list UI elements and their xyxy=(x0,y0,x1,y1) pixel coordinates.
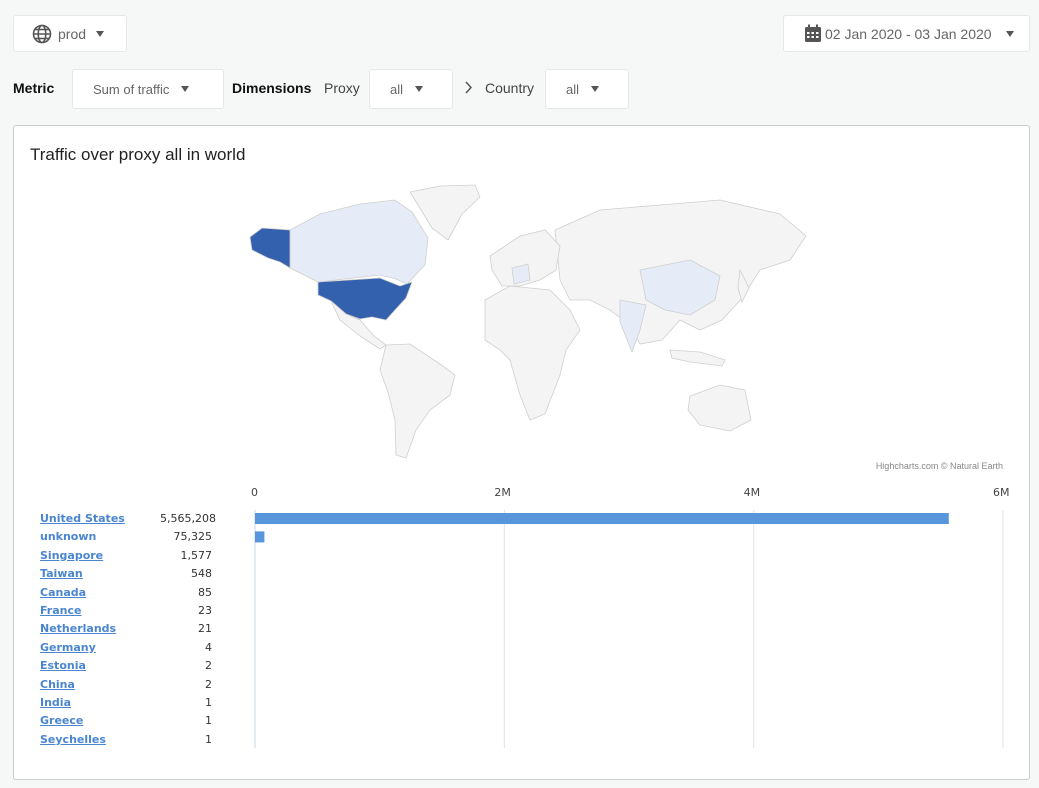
country-link[interactable]: India xyxy=(40,696,71,709)
country-link[interactable]: China xyxy=(40,677,75,691)
env-selector[interactable]: prod xyxy=(13,15,127,52)
chevron-down-icon xyxy=(1005,30,1014,37)
country-value: 4 xyxy=(205,640,212,654)
country-value: 2 xyxy=(205,659,212,673)
country-value: 5,565,208 xyxy=(160,512,216,525)
country-value: 85 xyxy=(198,585,212,599)
proxy-label: Proxy xyxy=(324,80,360,96)
chevron-down-icon xyxy=(181,86,190,92)
date-range-picker[interactable]: 02 Jan 2020 - 03 Jan 2020 xyxy=(783,15,1030,52)
x-tick-label: 0 xyxy=(251,486,258,499)
chart-card xyxy=(13,125,1030,780)
map-south-america[interactable] xyxy=(379,343,456,459)
map-japan[interactable] xyxy=(737,268,750,304)
bar[interactable] xyxy=(255,513,949,524)
chevron-down-icon xyxy=(591,86,600,92)
country-value: all xyxy=(566,81,580,97)
map-credit: Highcharts.com © Natural Earth xyxy=(875,461,1003,471)
country-link[interactable]: Taiwan xyxy=(40,567,83,581)
map-australia[interactable] xyxy=(687,384,752,432)
map-greenland[interactable] xyxy=(409,184,481,241)
chevron-right-icon xyxy=(465,81,473,94)
country-value: 23 xyxy=(198,604,212,617)
country-select[interactable]: all xyxy=(545,69,629,109)
country-label: Country xyxy=(485,80,535,96)
x-tick-label: 6M xyxy=(993,486,1010,499)
proxy-select[interactable]: all xyxy=(369,69,453,109)
country-value: 21 xyxy=(198,622,212,636)
country-link[interactable]: Netherlands xyxy=(40,622,117,636)
country-link[interactable]: United States xyxy=(40,512,125,525)
map-alaska[interactable] xyxy=(249,227,291,269)
map-china[interactable] xyxy=(639,259,721,316)
country-value: 2 xyxy=(205,677,212,691)
date-range-value: 02 Jan 2020 - 03 Jan 2020 xyxy=(825,25,992,42)
country-link[interactable]: France xyxy=(40,604,82,617)
map-indonesia[interactable] xyxy=(669,349,726,367)
country-value: 1,577 xyxy=(180,548,213,562)
country-link: unknown xyxy=(40,530,97,544)
country-link[interactable]: Canada xyxy=(40,585,87,599)
proxy-value: all xyxy=(390,81,404,97)
map-africa[interactable] xyxy=(484,285,581,421)
metric-select[interactable]: Sum of traffic xyxy=(72,69,224,109)
dimensions-label: Dimensions xyxy=(232,80,312,96)
country-value: 1 xyxy=(205,732,212,746)
chart-title: Traffic over proxy all in world xyxy=(30,145,246,164)
country-value: 1 xyxy=(205,696,212,709)
metric-value: Sum of traffic xyxy=(93,81,170,97)
x-tick-label: 2M xyxy=(494,486,511,499)
metric-label: Metric xyxy=(13,80,55,96)
country-link[interactable]: Greece xyxy=(40,714,84,728)
bar[interactable] xyxy=(255,531,265,543)
country-link[interactable]: Seychelles xyxy=(40,732,106,746)
env-value: prod xyxy=(58,25,87,42)
x-tick-label: 4M xyxy=(743,486,761,499)
globe-icon xyxy=(32,24,52,43)
calendar-icon xyxy=(805,24,821,42)
map-netherlands-region[interactable] xyxy=(511,263,531,285)
country-value: 548 xyxy=(191,567,212,581)
country-link[interactable]: Estonia xyxy=(40,659,86,673)
chevron-down-icon xyxy=(96,30,105,37)
country-value: 75,325 xyxy=(173,530,213,544)
country-link[interactable]: Germany xyxy=(40,640,96,654)
map-united-states[interactable] xyxy=(317,277,413,321)
map-europe[interactable] xyxy=(489,229,561,287)
country-link[interactable]: Singapore xyxy=(40,548,104,562)
country-value: 1 xyxy=(205,714,212,728)
chevron-down-icon xyxy=(415,86,424,92)
map-canada[interactable] xyxy=(289,199,429,285)
map-india[interactable] xyxy=(619,299,647,354)
